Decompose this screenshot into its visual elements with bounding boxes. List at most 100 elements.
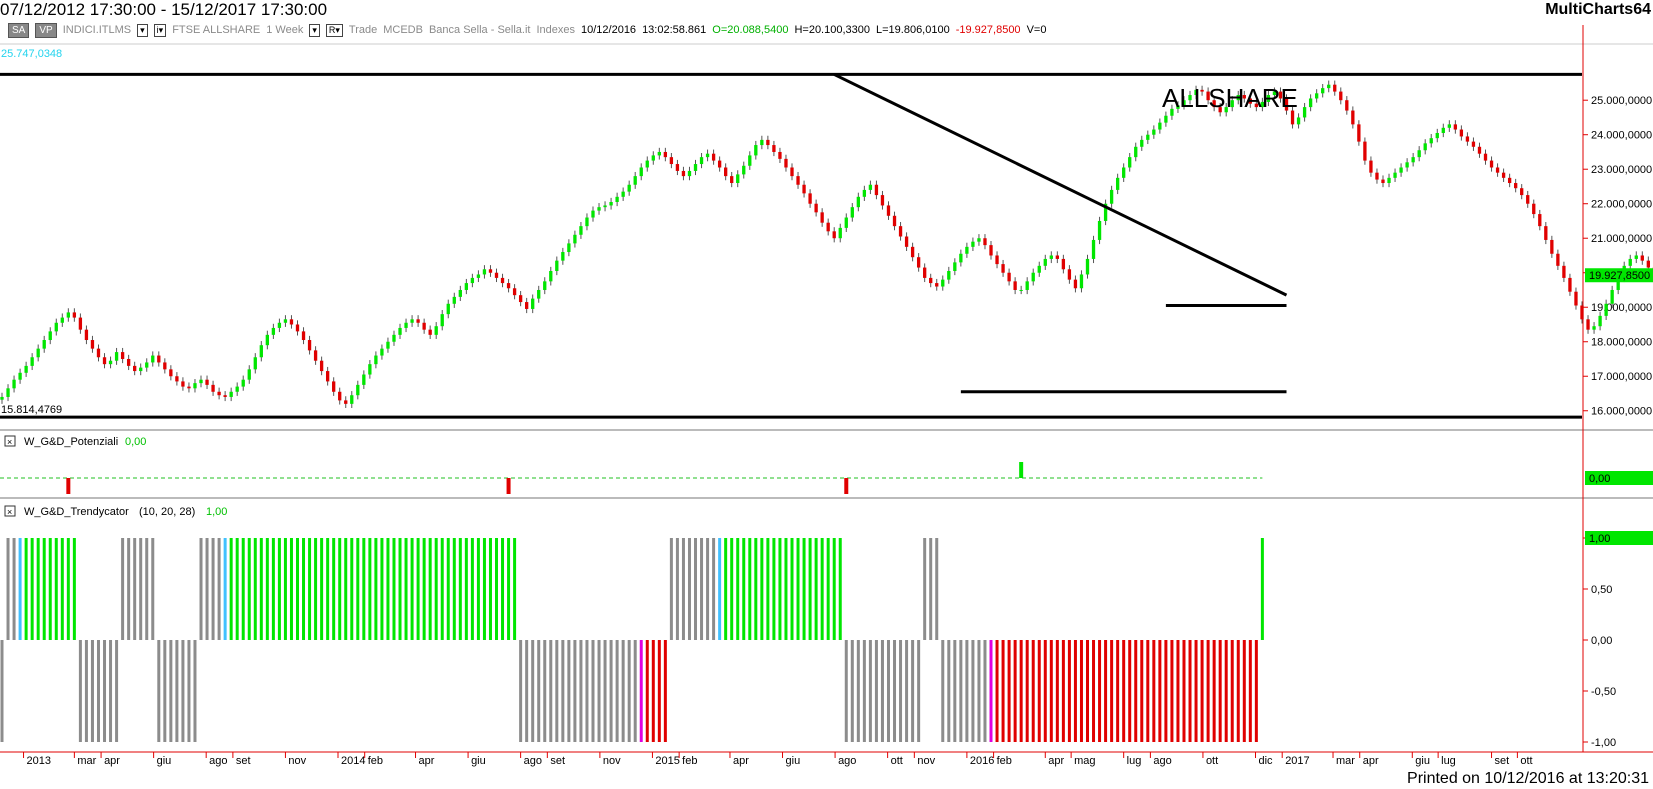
candle-body (754, 145, 758, 156)
trend-bar (832, 538, 836, 640)
trend-bar (488, 538, 492, 640)
trend-bar (72, 538, 76, 640)
trend-bar (742, 538, 746, 640)
vp-button[interactable]: VP (35, 22, 57, 38)
candle-body (1043, 258, 1047, 266)
trend-bar (790, 538, 794, 640)
candle-body (892, 215, 897, 227)
time-axis-tick-label: nov (917, 755, 935, 767)
potenziali-bar (1019, 462, 1024, 478)
trend-bar (1206, 640, 1210, 742)
candle-body (374, 355, 378, 365)
time-axis-tick-label: mar (1336, 755, 1355, 767)
sa-button[interactable]: SA (8, 22, 30, 38)
candle-body (567, 243, 571, 253)
time-axis-tick-label: ago (524, 755, 542, 767)
trend-bar (537, 640, 541, 742)
candle-body (615, 196, 619, 202)
candle-body (1634, 255, 1638, 259)
trend-bar (0, 640, 4, 742)
trend-bar (277, 538, 281, 640)
candle-body (205, 379, 209, 385)
trend-bar (410, 538, 414, 640)
trend-bar (850, 640, 854, 742)
candle-body (120, 352, 125, 359)
candle-body (1230, 100, 1234, 108)
candle-body (398, 327, 402, 335)
chart-canvas[interactable]: 25.000,0000 24.000,0000 23.000,0000 22.000,… (0, 0, 1653, 770)
trend-bar (965, 640, 969, 742)
candle-body (832, 231, 836, 239)
trend-bar (12, 538, 16, 640)
trend-bar (880, 640, 884, 742)
candle-body (784, 158, 788, 168)
trend-bar (917, 640, 921, 742)
time-axis-tick-label: giu (1415, 755, 1430, 767)
chart-annotation: ALLSHARE (1162, 83, 1298, 113)
trend-bar (428, 538, 432, 640)
trend-bar (501, 538, 505, 640)
candle-body (1333, 84, 1337, 92)
trend-bar (971, 640, 975, 742)
time-axis-tick-label: apr (1363, 755, 1379, 767)
trend-bar (211, 538, 215, 640)
candle-body (229, 391, 233, 397)
trend-bar (440, 538, 444, 640)
potenziali-last-label: 0,00 (1589, 473, 1610, 485)
indicator-title: W_G&D_Trendycator (24, 506, 129, 518)
trend-bar (959, 640, 963, 742)
candle-body (1164, 115, 1168, 123)
trend-bar (923, 538, 927, 640)
trend-bar (651, 640, 655, 742)
candle-body (368, 364, 372, 375)
candle-body (1128, 157, 1132, 168)
trend-bar (356, 538, 360, 640)
candle-body (1314, 93, 1319, 99)
refresh-dropdown-icon[interactable]: R▾ (325, 23, 343, 37)
candle-body (1574, 291, 1578, 306)
trend-bar (90, 640, 94, 742)
candle-body (874, 184, 879, 196)
candle-body (717, 160, 722, 168)
candle-body (1369, 160, 1373, 173)
candle-body (422, 322, 426, 330)
candle-body (464, 283, 469, 290)
candle-body (790, 167, 794, 177)
trend-bar (332, 538, 336, 640)
candle-body (1236, 95, 1240, 101)
trend-bar (856, 640, 860, 742)
title-bar: 07/12/2012 17:30:00 - 15/12/2017 17:30:0… (0, 0, 1653, 20)
symbol-info-icon[interactable]: i▾ (153, 23, 167, 37)
candle-body (30, 357, 34, 366)
candle-body (1140, 139, 1144, 147)
candle-body (1109, 189, 1114, 204)
symbol-dropdown-icon[interactable]: ▾ (137, 23, 148, 37)
trend-bar (271, 538, 275, 640)
trend-bar (434, 538, 438, 640)
candle-body (458, 289, 462, 297)
candle-body (1272, 91, 1277, 96)
candle-body (181, 381, 185, 387)
candle-body (814, 203, 818, 213)
price-axis-tick-label: 24.000,0000 (1591, 130, 1652, 142)
trend-bar (205, 538, 209, 640)
candle-body (1351, 110, 1355, 125)
candle-body (42, 340, 46, 349)
trend-bar (247, 538, 251, 640)
candle-body (1465, 136, 1470, 142)
trend-bar (507, 538, 511, 640)
time-axis-tick-label: set (236, 755, 251, 767)
candle-body (151, 355, 155, 363)
candle-body (1586, 319, 1590, 330)
candle-body (1176, 105, 1180, 109)
candle-body (1526, 195, 1530, 204)
trend-bar (223, 538, 227, 640)
trend-bar (549, 640, 553, 742)
trend-bar (724, 538, 728, 640)
candle-body (1194, 89, 1198, 96)
candle-body (126, 358, 131, 366)
close-value: -19.927,8500 (955, 24, 1021, 36)
close-icon (4, 505, 16, 517)
resolution-dropdown-icon[interactable]: ▾ (309, 23, 320, 37)
candle-body (597, 207, 601, 211)
